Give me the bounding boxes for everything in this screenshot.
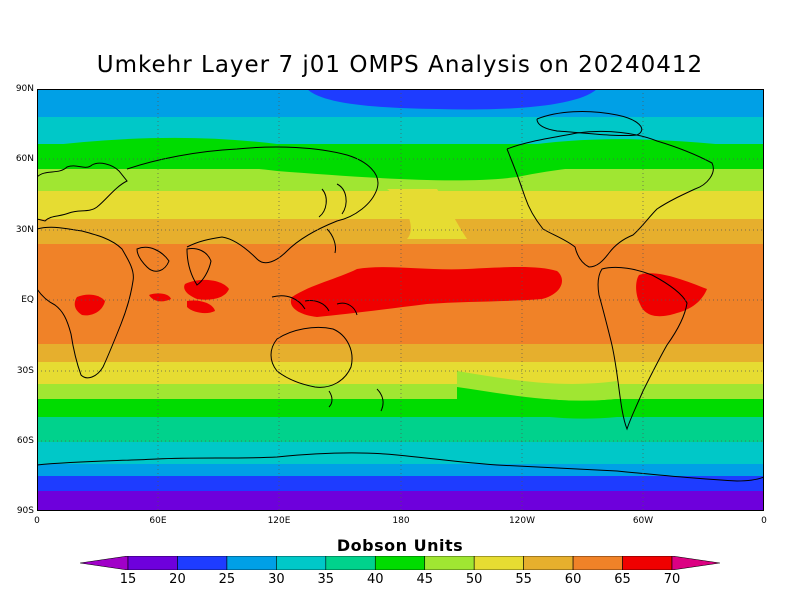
colorbar-arrow-high (671, 555, 721, 571)
ozone-map (37, 89, 764, 511)
lat-tick: 30S (16, 366, 34, 376)
lon-tick: 0 (761, 516, 767, 526)
colorbar-swatch (226, 555, 277, 571)
lat-tick: 90S (16, 506, 34, 516)
colorbar-swatch (424, 555, 475, 571)
lon-tick: 60E (149, 516, 167, 526)
lon-tick: 0 (34, 516, 40, 526)
colorbar-label: 50 (465, 572, 483, 587)
colorbar-label: 15 (119, 572, 137, 587)
colorbar-arrow-low (79, 555, 129, 571)
colorbar-label: 45 (416, 572, 433, 587)
lat-tick: EQ (21, 295, 34, 305)
colorbar-swatch (325, 555, 376, 571)
lat-tick: 30N (15, 225, 34, 235)
colorbar-label: 20 (169, 572, 186, 587)
colorbar-swatch (276, 555, 327, 571)
colorbar-label: 30 (268, 572, 285, 587)
colorbar-label: 65 (614, 572, 631, 587)
colorbar-swatch (572, 555, 623, 571)
map-title: Umkehr Layer 7 j01 OMPS Analysis on 2024… (96, 52, 704, 78)
colorbar-label: 35 (317, 572, 335, 587)
colorbar-title: Dobson Units (336, 536, 464, 555)
colorbar-swatch (622, 555, 673, 571)
lat-tick: 90N (15, 84, 34, 94)
colorbar-swatch (127, 555, 178, 571)
colorbar-swatch (374, 555, 426, 571)
lat-tick: 60N (15, 154, 34, 164)
colorbar-swatch (523, 555, 574, 571)
colorbar-label: 40 (366, 572, 384, 587)
lon-tick: 120W (508, 516, 536, 526)
lon-tick: 60W (632, 516, 654, 526)
lon-tick: 120E (267, 516, 291, 526)
colorbar-label: 70 (663, 572, 681, 587)
colorbar-label: 60 (564, 572, 582, 587)
colorbar (79, 555, 721, 571)
colorbar-label: 25 (218, 572, 236, 587)
lon-tick: 180 (392, 516, 410, 526)
colorbar-swatch (473, 555, 524, 571)
colorbar-swatch (177, 555, 228, 571)
lat-tick: 60S (16, 436, 34, 446)
colorbar-label: 55 (515, 572, 532, 587)
